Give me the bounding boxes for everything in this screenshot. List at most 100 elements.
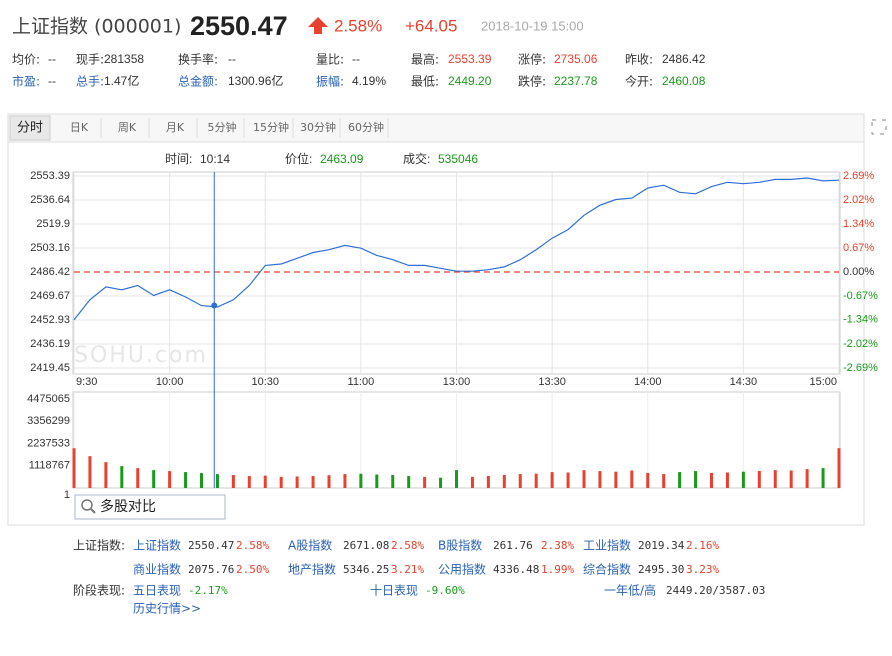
volume-bar <box>231 475 235 488</box>
index-value: 2495.30 <box>638 563 684 576</box>
volume-bar <box>646 472 650 488</box>
quote-label: 最高: <box>411 52 439 67</box>
volume-bar <box>821 468 825 488</box>
index-name[interactable]: 商业指数 <box>133 562 181 577</box>
y2-tick-label: -2.02% <box>843 338 878 350</box>
history-link[interactable]: 历史行情>> <box>133 602 201 616</box>
volume-bar <box>136 468 140 488</box>
y2-tick-label: 1.34% <box>843 218 874 230</box>
quote-label[interactable]: 总金额: <box>178 74 218 89</box>
expand-icon[interactable] <box>871 119 887 135</box>
volume-bar <box>757 470 761 488</box>
quote-label: 跌停: <box>518 74 546 89</box>
tab[interactable]: 月K <box>166 121 185 134</box>
tab[interactable]: 30分钟 <box>300 120 336 134</box>
y-tick-label: 2536.64 <box>30 194 70 206</box>
y2-tick-label: 2.02% <box>843 194 874 206</box>
index-value: 2550.47 <box>188 539 234 552</box>
compare-text[interactable]: 多股对比 <box>100 498 156 515</box>
cursor-volume: 535046 <box>438 152 478 166</box>
quote-label: 最低: <box>411 75 439 89</box>
x-tick-label: 15:00 <box>809 376 837 388</box>
x-tick-label: 11:00 <box>348 376 375 388</box>
tab-selected[interactable] <box>9 115 51 141</box>
index-name[interactable]: A股指数 <box>288 538 332 553</box>
compare-input[interactable] <box>74 494 226 520</box>
x-tick-label: 10:00 <box>156 376 184 388</box>
index-name[interactable]: 上证指数 <box>133 538 181 553</box>
tab[interactable]: 15分钟 <box>253 120 289 134</box>
stage-value: -9.60% <box>425 584 465 597</box>
x-tick-label: 9:30 <box>76 376 97 388</box>
cursor-time: 10:14 <box>200 152 230 166</box>
volume-bar <box>295 476 299 488</box>
footer-label: 上证指数: <box>73 538 125 553</box>
stage-name[interactable]: 一年低/高 <box>604 583 656 598</box>
index-value: 4336.48 <box>493 563 539 576</box>
index-name[interactable]: 工业指数 <box>583 538 631 553</box>
x-tick-label: 13:00 <box>443 376 471 388</box>
quote-value: -- <box>228 52 236 66</box>
quote-label: 涨停: <box>518 52 546 67</box>
x-tick-label: 13:30 <box>538 376 566 388</box>
stage-name[interactable]: 十日表现 <box>370 584 418 598</box>
y-tick-label: 2469.67 <box>30 290 70 302</box>
index-name[interactable]: 公用指数 <box>438 562 486 577</box>
index-value: 5346.25 <box>343 563 389 576</box>
tab[interactable]: 日K <box>70 121 89 134</box>
volume-bar <box>582 470 586 488</box>
y-tick-label: 2553.39 <box>30 170 70 182</box>
cursor-time-label: 时间: <box>165 152 192 166</box>
expand-icon-box[interactable] <box>871 119 887 135</box>
up-arrow <box>308 17 328 34</box>
volume-bar <box>407 476 411 488</box>
tab[interactable]: 5分钟 <box>208 120 237 134</box>
volume-bar <box>152 470 156 488</box>
quote-label: 今开: <box>625 74 653 89</box>
tab[interactable]: 60分钟 <box>348 120 384 134</box>
y2-tick-label: -1.34% <box>843 314 878 326</box>
tab[interactable]: 分时 <box>17 121 43 136</box>
cursor-price: 2463.09 <box>320 152 364 166</box>
y2-tick-label: 0.67% <box>843 242 874 254</box>
volume-bar <box>247 476 251 488</box>
y2-tick-label: 2.69% <box>843 170 874 182</box>
stage-name[interactable]: 五日表现 <box>133 584 181 598</box>
volume-tick-label: 1118767 <box>29 460 70 472</box>
volume-bar <box>279 476 283 488</box>
volume-bar <box>710 472 713 488</box>
tab-bar <box>7 113 865 143</box>
volume-tick-label: 4475065 <box>27 393 70 405</box>
quote-value: 2553.39 <box>448 52 492 66</box>
y-tick-label: 2436.19 <box>30 338 70 350</box>
search-icon <box>81 499 93 511</box>
volume-bar <box>470 476 474 488</box>
index-value: 2671.08 <box>343 539 389 552</box>
index-name[interactable]: 地产指数 <box>288 562 336 577</box>
volume-bar <box>773 470 777 488</box>
stage-label: 阶段表现: <box>73 583 125 598</box>
change: +64.05 <box>405 16 457 35</box>
volume-bar <box>327 475 331 488</box>
quote-label[interactable]: 总手: <box>76 75 104 89</box>
quote-value: 4.19% <box>352 74 386 88</box>
y-tick-label: 2503.16 <box>30 242 70 254</box>
x-tick-label: 14:00 <box>634 376 662 388</box>
index-change: 1.99% <box>541 563 574 576</box>
quote-label: 量比: <box>316 53 344 67</box>
volume-tick-label: 3356299 <box>27 415 70 427</box>
quote-label[interactable]: 市盈: <box>12 74 40 89</box>
volume-bar <box>486 476 490 488</box>
volume-bar <box>263 475 267 488</box>
quote-label[interactable]: 振幅: <box>316 74 344 89</box>
volume-bar <box>502 475 506 488</box>
index-name[interactable]: 综合指数 <box>583 562 631 577</box>
volume-bar <box>439 477 443 488</box>
tab[interactable]: 周K <box>118 121 137 134</box>
cursor-price-label: 价位: <box>285 151 312 166</box>
volume-bar <box>789 470 793 488</box>
volume-bar <box>88 456 92 488</box>
quote-value: 2449.20 <box>448 74 492 88</box>
index-name[interactable]: B股指数 <box>438 538 482 553</box>
price-line <box>73 177 840 321</box>
